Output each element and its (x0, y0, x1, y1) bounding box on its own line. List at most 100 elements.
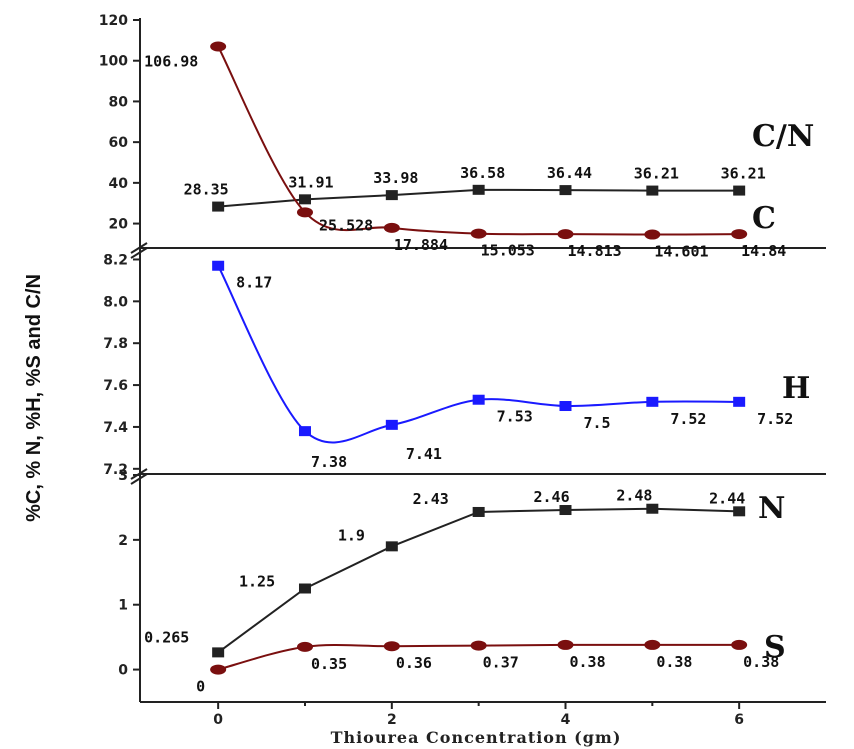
data-label: 2.44 (709, 489, 745, 507)
data-point (472, 394, 485, 405)
data-label: 14.601 (654, 243, 708, 261)
data-label: 28.35 (184, 181, 229, 199)
series-name-label: C/N (752, 119, 814, 154)
y-tick-label: 7.6 (103, 378, 128, 394)
data-point (733, 185, 746, 196)
series-line-h (217, 265, 740, 444)
y-tick-label: 3 (118, 468, 128, 484)
data-point (646, 503, 659, 514)
data-point (470, 640, 487, 651)
data-point (212, 201, 225, 212)
axis-break-mark (130, 242, 148, 254)
y-axis-title: %C, % N, %H, %S and C/N (23, 274, 45, 522)
series-name-label: S (764, 630, 786, 665)
data-label: 7.52 (757, 410, 793, 428)
data-point (472, 184, 485, 195)
y-tick-label: 8.0 (103, 294, 128, 310)
data-label: 36.21 (634, 165, 679, 183)
data-label: 33.98 (373, 169, 418, 187)
data-label: 2.46 (533, 488, 569, 506)
data-labels: 28.35 31.91 33.98 36.58 36.44 36.21 36.21 C/N 10… (144, 53, 814, 696)
data-label: 2.48 (616, 487, 652, 505)
series-name-label: C (752, 201, 776, 236)
series-line-n (217, 507, 740, 654)
data-point (385, 541, 398, 552)
y-tick-label: 0 (118, 663, 128, 679)
data-label: 7.53 (497, 408, 533, 426)
data-label: 1.25 (239, 573, 275, 591)
data-label: 7.41 (406, 445, 442, 463)
data-label: 0.37 (483, 654, 519, 672)
data-label: 0.35 (311, 655, 347, 673)
data-label: 17.884 (394, 236, 448, 254)
data-label: 15.053 (481, 242, 535, 260)
data-point (472, 506, 485, 517)
y-tick-label: 7.2 (103, 462, 128, 478)
axis-ticks: 0 2 4 6 20 40 60 80 100 120 7.2 7.4 7.6 7.8 8.0 8.2 0 1 2 3 (99, 13, 744, 728)
data-label: 7.5 (583, 414, 610, 432)
axis-break-mark (130, 247, 148, 259)
data-point (733, 506, 746, 517)
y-tick-label: 120 (99, 13, 128, 29)
data-label: 106.98 (144, 53, 198, 71)
data-label: 31.91 (288, 173, 333, 191)
data-label: 2.43 (413, 490, 449, 508)
y-tick-label: 8.2 (103, 252, 128, 268)
data-point (298, 194, 311, 205)
data-label: 25.528 (319, 216, 373, 234)
data-point (210, 664, 227, 675)
data-label: 7.38 (311, 453, 347, 471)
data-point (557, 229, 574, 240)
data-point (731, 229, 748, 240)
data-label: 7.52 (670, 410, 706, 428)
y-tick-label: 1 (118, 598, 128, 614)
data-point (557, 639, 574, 650)
data-label: 14.813 (567, 242, 621, 260)
data-point (559, 401, 572, 412)
data-label: 0.36 (396, 654, 432, 672)
data-point (559, 505, 572, 516)
x-tick-label: 4 (561, 712, 571, 728)
data-label: 8.17 (236, 274, 272, 292)
data-point (212, 647, 225, 658)
data-label: 0.38 (569, 653, 605, 671)
data-point (470, 228, 487, 239)
x-tick-label: 6 (734, 712, 744, 728)
y-tick-label: 2 (118, 533, 128, 549)
plot-frame (130, 18, 826, 703)
data-label: 1.9 (338, 526, 365, 544)
data-point (298, 583, 311, 594)
data-point (644, 229, 661, 240)
y-tick-label: 20 (109, 217, 129, 233)
series-line-c (217, 46, 740, 236)
data-label: 0 (196, 678, 205, 696)
data-point (383, 641, 400, 652)
data-point (385, 190, 398, 201)
y-tick-label: 60 (109, 135, 129, 151)
data-point (559, 185, 572, 196)
x-axis-title: Thiourea Concentration (gm) (331, 728, 622, 747)
data-point (212, 260, 225, 271)
data-label: 36.58 (460, 164, 505, 182)
x-tick-label: 2 (387, 712, 397, 728)
x-tick-label: 0 (213, 712, 223, 728)
data-point (210, 41, 227, 52)
y-tick-label: 7.8 (103, 336, 128, 352)
y-tick-label: 7.4 (103, 420, 128, 436)
data-point (385, 419, 398, 430)
data-point (646, 185, 659, 196)
data-point (298, 426, 311, 437)
data-point (731, 639, 748, 650)
y-tick-label: 40 (109, 176, 129, 192)
data-point (296, 641, 313, 652)
data-point (646, 396, 659, 407)
data-point (644, 639, 661, 650)
data-label: 0.265 (144, 628, 189, 646)
series-name-label: H (782, 371, 810, 406)
data-label: 0.38 (743, 653, 779, 671)
data-point (383, 222, 400, 233)
data-label: 14.84 (741, 242, 786, 260)
y-tick-label: 100 (99, 54, 128, 70)
data-point (296, 207, 313, 218)
